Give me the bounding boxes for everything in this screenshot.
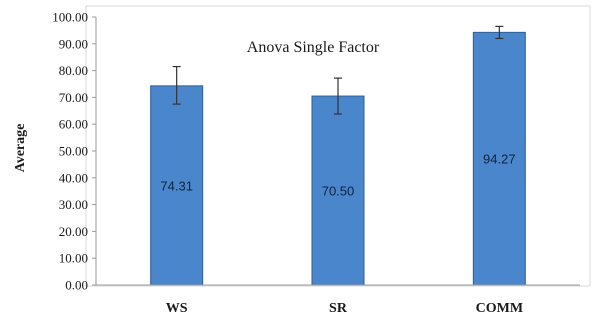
- data-label: 70.50: [322, 184, 355, 199]
- x-axis: WS SR COMM: [96, 284, 580, 316]
- bars: 74.31 70.50 94.27: [150, 25, 526, 286]
- chart-title: Anova Single Factor: [247, 39, 380, 56]
- data-label: 94.27: [483, 152, 516, 167]
- y-tick-label: 80.00: [59, 63, 88, 78]
- y-tick-label: 0.00: [65, 278, 88, 293]
- y-tick-label: 10.00: [59, 251, 88, 266]
- plot-border: [85, 5, 591, 287]
- y-tick-label: 60.00: [59, 117, 88, 132]
- y-tick-label: 20.00: [59, 224, 88, 239]
- x-tick-label: COMM: [476, 301, 523, 316]
- y-axis-label: Average: [13, 124, 28, 173]
- y-tick-label: 100.00: [52, 10, 88, 25]
- x-tick-label: SR: [329, 301, 348, 316]
- x-tick-label: WS: [166, 301, 188, 316]
- y-axis: 0.00 10.00 20.00 30.00 40.00 50.00 60.00 70.00 8…: [52, 10, 97, 293]
- bar-comm: [472, 31, 526, 286]
- y-tick-label: 30.00: [59, 197, 88, 212]
- y-tick-label: 40.00: [59, 170, 88, 185]
- y-tick-label: 70.00: [59, 90, 88, 105]
- data-label: 74.31: [160, 178, 193, 193]
- y-tick-label: 50.00: [59, 144, 88, 159]
- y-tick-label: 90.00: [59, 36, 88, 51]
